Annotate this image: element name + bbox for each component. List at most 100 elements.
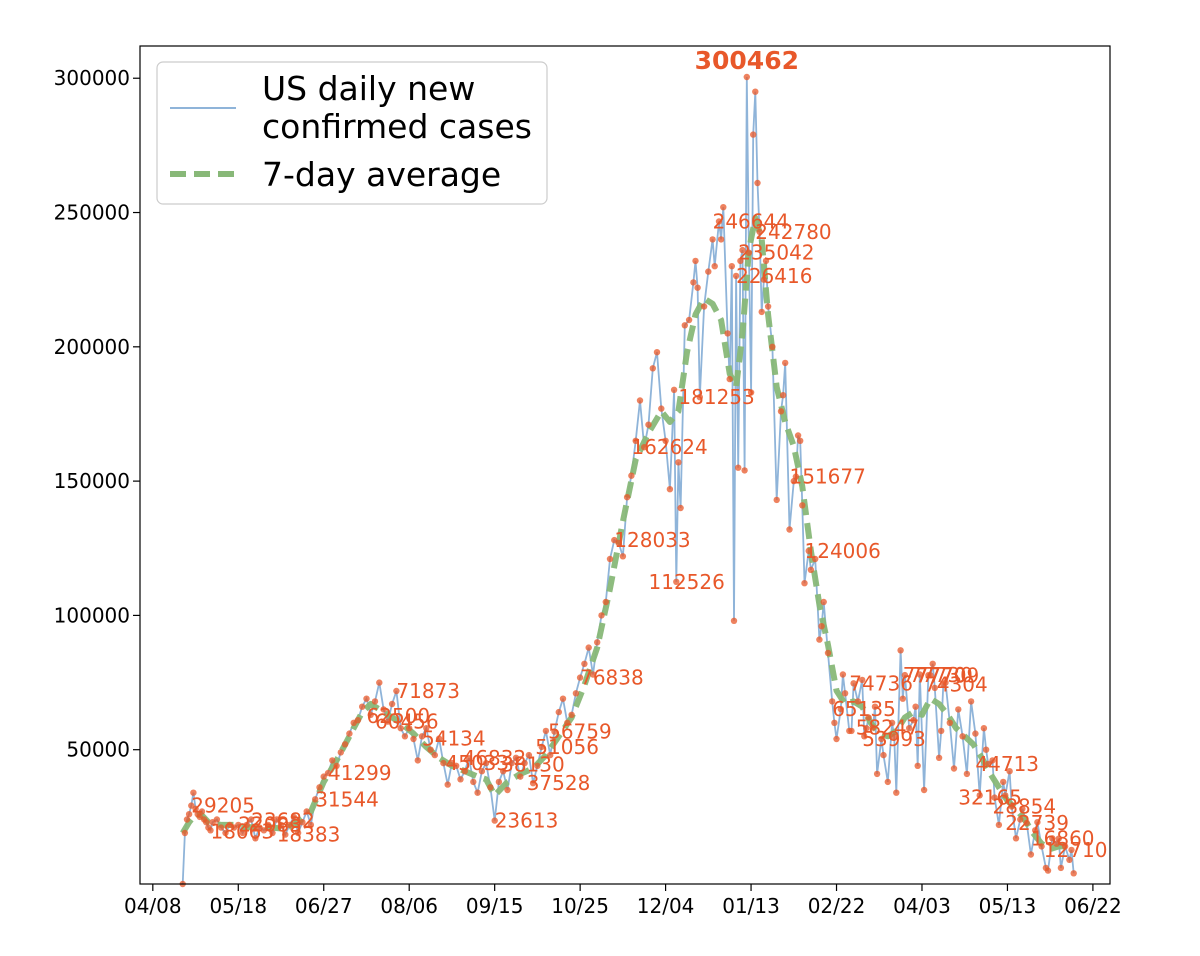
data-point xyxy=(1002,792,1009,799)
data-point xyxy=(831,719,838,726)
data-point xyxy=(534,762,541,769)
data-point xyxy=(367,711,374,718)
data-point xyxy=(572,690,580,697)
data-point xyxy=(1066,856,1073,863)
data-label: 22739 xyxy=(1005,811,1069,835)
data-point xyxy=(1068,846,1075,854)
data-point xyxy=(833,735,840,743)
data-point xyxy=(482,759,490,767)
data-point xyxy=(423,725,430,732)
data-point xyxy=(478,768,486,775)
data-point xyxy=(920,786,928,794)
data-point xyxy=(839,671,847,678)
data-label: 16860 xyxy=(1031,827,1095,851)
data-point xyxy=(410,735,417,743)
data-point xyxy=(758,308,765,316)
data-label: 112526 xyxy=(649,570,725,594)
data-point xyxy=(320,773,327,780)
data-point xyxy=(794,432,802,439)
data-point xyxy=(444,781,451,788)
data-point xyxy=(354,717,362,724)
data-label: 65135 xyxy=(832,697,896,721)
data-point xyxy=(865,714,872,721)
data-point xyxy=(538,743,545,751)
data-point xyxy=(303,808,310,815)
data-point xyxy=(594,639,601,646)
data-point xyxy=(824,649,832,657)
data-point xyxy=(183,816,191,823)
data-point xyxy=(805,547,812,555)
data-point xyxy=(623,494,631,501)
data-label: 53993 xyxy=(862,727,926,751)
data-label: 54134 xyxy=(422,727,486,751)
data-point xyxy=(967,698,975,705)
data-point xyxy=(576,674,584,681)
data-point xyxy=(628,472,635,479)
data-point xyxy=(585,644,592,651)
data-point xyxy=(873,770,881,778)
data-point xyxy=(891,733,898,740)
data-point xyxy=(418,733,426,740)
data-label: 41299 xyxy=(328,761,392,785)
data-point xyxy=(675,459,682,466)
x-tick-label: 05/13 xyxy=(979,894,1037,918)
data-point xyxy=(899,695,906,702)
data-point xyxy=(247,816,255,823)
data-point xyxy=(816,636,823,643)
data-point xyxy=(777,408,785,415)
data-point xyxy=(632,437,639,444)
legend-label-avg: 7-day average xyxy=(262,155,501,194)
data-point xyxy=(581,660,588,667)
data-point xyxy=(185,811,193,818)
data-point xyxy=(792,473,800,480)
series-layer xyxy=(179,73,1077,888)
data-label: 162624 xyxy=(631,435,707,459)
data-point xyxy=(717,236,725,243)
data-point xyxy=(181,829,189,837)
x-tick-label: 06/27 xyxy=(295,894,353,918)
data-point xyxy=(435,735,443,742)
data-point xyxy=(393,687,400,695)
x-tick-label: 10/25 xyxy=(551,894,609,918)
data-label: 44713 xyxy=(975,752,1039,776)
data-point xyxy=(869,724,876,731)
data-point xyxy=(681,322,688,329)
data-point xyxy=(786,526,793,533)
data-point xyxy=(324,769,332,777)
data-point xyxy=(901,671,909,679)
data-label: 28854 xyxy=(993,795,1057,819)
data-label: 56759 xyxy=(548,720,612,744)
data-point xyxy=(525,751,533,759)
data-point xyxy=(801,580,808,587)
data-point xyxy=(754,179,761,187)
data-point xyxy=(1006,768,1013,775)
data-label: 62500 xyxy=(367,704,431,728)
data-point xyxy=(265,821,272,829)
data-point xyxy=(260,827,268,834)
data-point xyxy=(942,679,949,686)
plot-frame xyxy=(139,45,1111,885)
data-label: 76838 xyxy=(580,666,644,690)
data-point xyxy=(286,821,293,829)
data-point xyxy=(282,831,289,838)
data-point xyxy=(470,778,477,786)
data-point xyxy=(950,765,958,772)
data-point xyxy=(235,821,242,829)
data-point xyxy=(529,780,537,787)
data-point xyxy=(841,690,849,697)
data-point xyxy=(606,555,614,563)
data-point xyxy=(893,789,900,796)
seven-day-average-line xyxy=(180,214,1066,853)
data-point xyxy=(1038,843,1045,850)
x-tick-label: 01/13 xyxy=(722,894,780,918)
data-point xyxy=(294,829,302,837)
data-point xyxy=(299,819,306,826)
data-point xyxy=(871,703,879,710)
data-point xyxy=(380,706,387,713)
data-point xyxy=(645,421,652,428)
data-label: 226416 xyxy=(736,264,812,288)
data-label: 45033 xyxy=(446,751,510,775)
data-point xyxy=(861,733,868,740)
data-point xyxy=(521,759,528,767)
data-point xyxy=(818,623,825,630)
